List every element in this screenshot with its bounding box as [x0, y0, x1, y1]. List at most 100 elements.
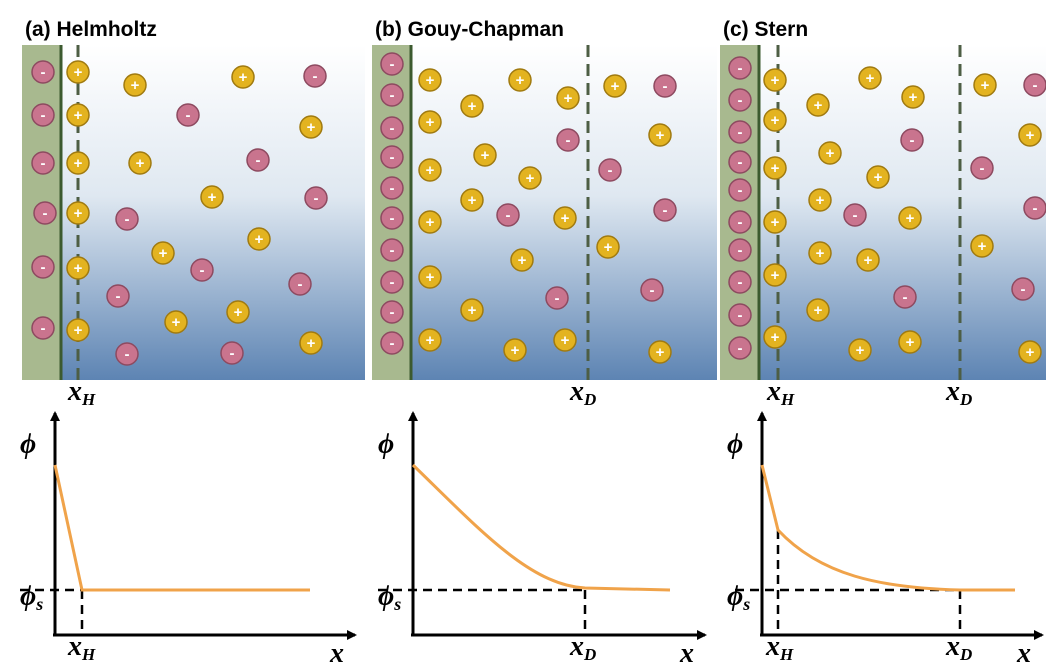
cation [299, 331, 323, 355]
anion [545, 286, 569, 310]
anion [728, 238, 752, 262]
ion-sign: + [307, 119, 316, 136]
anion [843, 203, 867, 227]
ion-sign: - [738, 154, 743, 171]
axis-label: xH [765, 631, 794, 664]
ion-sign: + [864, 252, 873, 269]
panel-title: (c) Stern [723, 18, 808, 41]
ion-sign: - [738, 214, 743, 231]
ion-sign: + [74, 64, 83, 81]
label-main: x [766, 376, 781, 407]
cation [460, 188, 484, 212]
label-main: ϕ [378, 429, 394, 460]
cation [808, 188, 832, 212]
cation [151, 241, 175, 265]
ion-sign: + [611, 78, 620, 95]
ion-sign: - [1021, 281, 1026, 298]
cation [164, 310, 188, 334]
anion [288, 272, 312, 296]
cation [510, 248, 534, 272]
ion-sign: + [468, 192, 477, 209]
label-sub: H [780, 390, 795, 409]
label-main: x [67, 376, 82, 407]
ion-sign: + [426, 269, 435, 286]
ion-sign: + [468, 302, 477, 319]
anion [728, 56, 752, 80]
panel-title: (a) Helmholtz [25, 18, 157, 41]
axis-label: xD [945, 631, 972, 664]
cation [1018, 340, 1042, 364]
cation [596, 235, 620, 259]
ion-sign: - [41, 320, 46, 337]
ion-sign: - [1033, 77, 1038, 94]
anion [653, 74, 677, 98]
cation [66, 318, 90, 342]
label-sub: D [959, 645, 972, 664]
ion-sign: + [131, 77, 140, 94]
ion-sign: + [1026, 127, 1035, 144]
ion-sign: - [738, 60, 743, 77]
anion [31, 255, 55, 279]
anion [115, 342, 139, 366]
ion-sign: + [426, 72, 435, 89]
cation [603, 74, 627, 98]
cation [763, 68, 787, 92]
ion-sign: - [903, 289, 908, 306]
axis-label: xD [569, 376, 596, 409]
anion [380, 116, 404, 140]
ion-sign: + [771, 72, 780, 89]
x-label: x [1016, 638, 1031, 666]
anion [33, 201, 57, 225]
cation [128, 151, 152, 175]
anion [246, 148, 270, 172]
ion-sign: - [41, 64, 46, 81]
label-main: x [569, 631, 584, 662]
axis-label: ϕs [378, 581, 401, 614]
ion-sign: - [125, 346, 130, 363]
cation [418, 110, 442, 134]
ion-sign: - [738, 242, 743, 259]
cation [418, 68, 442, 92]
ion-sign: - [116, 288, 121, 305]
label-sub: s [35, 594, 43, 614]
ion-sign: + [74, 322, 83, 339]
cation [418, 265, 442, 289]
x-label: x [679, 638, 694, 666]
ion-sign: + [909, 89, 918, 106]
cation [763, 108, 787, 132]
cation [973, 73, 997, 97]
cation [556, 86, 580, 110]
label-sub: D [959, 390, 972, 409]
anion [1023, 196, 1046, 220]
ion-sign: - [390, 274, 395, 291]
ion-sign: + [74, 205, 83, 222]
ion-sign: - [1033, 200, 1038, 217]
ion-sign: - [390, 87, 395, 104]
axis-label: xH [67, 376, 96, 409]
label-main: x [67, 631, 82, 662]
anion [380, 300, 404, 324]
ion-sign: + [826, 145, 835, 162]
ion-sign: - [390, 242, 395, 259]
ion-sign: + [906, 210, 915, 227]
cation [848, 338, 872, 362]
ion-sign: - [41, 259, 46, 276]
anion [728, 210, 752, 234]
ion-sign: + [771, 329, 780, 346]
anion [728, 336, 752, 360]
ion-sign: + [906, 334, 915, 351]
ion-sign: - [608, 162, 613, 179]
ion-sign: - [43, 205, 48, 222]
ion-sign: + [866, 70, 875, 87]
anion [640, 278, 664, 302]
anion [380, 206, 404, 230]
ion-sign: - [390, 335, 395, 352]
ion-sign: - [506, 207, 511, 224]
cation [123, 73, 147, 97]
axis-label: ϕ [20, 429, 36, 460]
panel-title: (b) Gouy-Chapman [375, 18, 564, 41]
ion-sign: - [566, 132, 571, 149]
anion [728, 270, 752, 294]
ion-sign: - [256, 152, 261, 169]
